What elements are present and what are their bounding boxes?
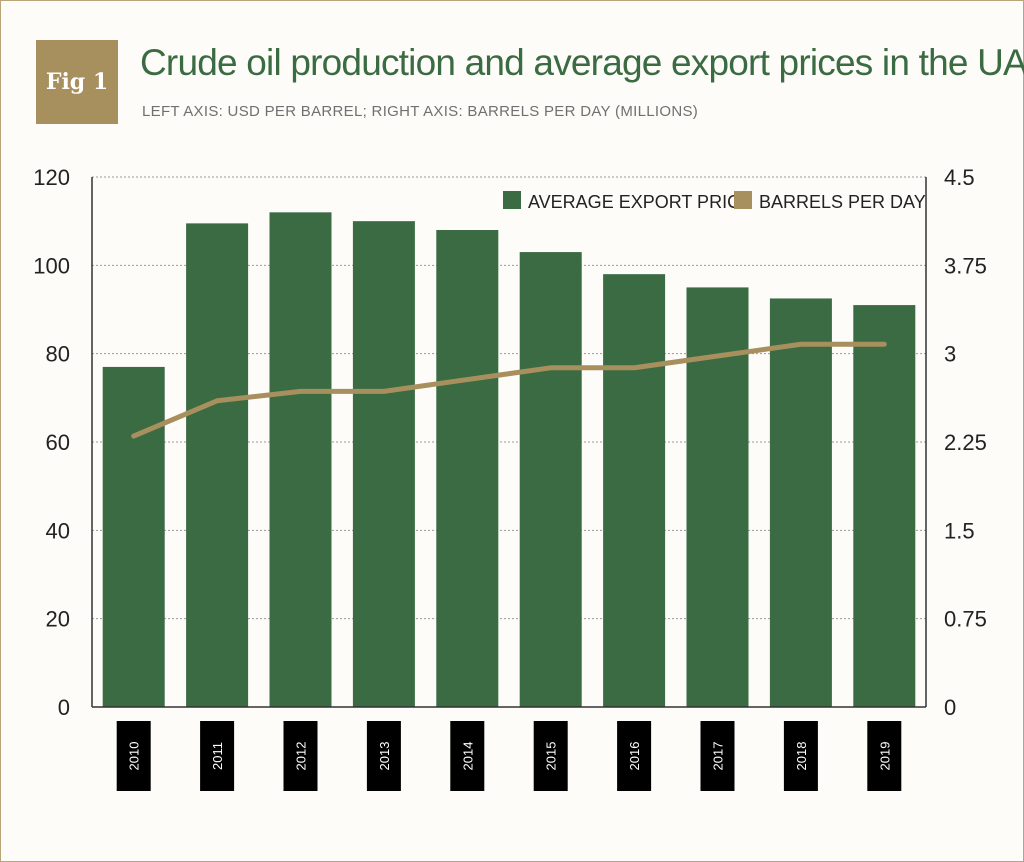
left-tick-label: 100: [33, 253, 70, 278]
year-label: 2014: [460, 742, 475, 771]
legend-swatch-price: [503, 191, 521, 209]
bar-series: [102, 212, 916, 708]
year-label-box: [200, 721, 235, 791]
chart-title: Crude oil production and average export …: [140, 42, 1024, 83]
legend-swatch-barrels: [734, 191, 752, 209]
right-tick-label: 3.75: [944, 253, 987, 278]
bar-2013: [352, 221, 415, 707]
year-label-box: [783, 721, 818, 791]
year-label-box: [450, 721, 485, 791]
bar-2018: [769, 298, 832, 707]
right-tick-label: 3: [944, 342, 956, 367]
axes: 0 20 40 60 80 100 120 0 0.75 1.5 2.25 3 3.75 4.5: [33, 165, 987, 720]
figure-badge: Fig 1: [36, 40, 118, 124]
year-label-box: [867, 721, 902, 791]
left-tick-label: 80: [46, 342, 70, 367]
year-label: 2012: [294, 742, 309, 771]
bar-2016: [603, 274, 666, 707]
year-label: 2011: [210, 742, 225, 770]
right-tick-label: 4.5: [944, 165, 975, 190]
left-tick-label: 0: [58, 695, 70, 720]
year-label: 2016: [627, 742, 642, 771]
right-tick-label: 0: [944, 695, 956, 720]
chart-subtitle: LEFT AXIS: USD PER BARREL; RIGHT AXIS: B…: [142, 103, 699, 120]
year-label: 2013: [377, 742, 392, 771]
right-tick-label: 1.5: [944, 518, 975, 543]
right-tick-label: 2.25: [944, 430, 987, 455]
legend-label-price: AVERAGE EXPORT PRICE: [528, 192, 752, 212]
year-label-box: [366, 721, 401, 791]
bar-2010: [102, 366, 165, 707]
legend: AVERAGE EXPORT PRICE BARRELS PER DAY: [503, 191, 926, 212]
bar-2012: [269, 212, 332, 708]
left-tick-label: 20: [46, 607, 70, 632]
bar-2011: [186, 223, 249, 707]
bar-2019: [853, 305, 916, 707]
year-label-box: [533, 721, 568, 791]
legend-label-barrels: BARRELS PER DAY: [759, 192, 926, 212]
year-label: 2015: [544, 742, 559, 771]
line-series: [131, 341, 887, 439]
line-barrels-per-day: [131, 341, 887, 439]
year-label-box: [700, 721, 735, 791]
left-tick-label: 40: [46, 518, 70, 543]
bar-2015: [519, 252, 582, 708]
year-label-box: [116, 721, 151, 791]
year-label: 2010: [127, 742, 142, 771]
bar-2017: [686, 287, 749, 707]
left-tick-label: 120: [33, 165, 70, 190]
gridlines: [92, 176, 926, 620]
x-axis-labels: 2010 2011 2012 2013 2014 2015 2016 2017 2018 2019: [116, 721, 902, 791]
year-label: 2019: [877, 742, 892, 771]
right-tick-label: 0.75: [944, 607, 987, 632]
year-label: 2018: [794, 742, 809, 771]
bar-2014: [436, 230, 499, 707]
year-label: 2017: [711, 742, 726, 771]
left-tick-label: 60: [46, 430, 70, 455]
year-label-box: [617, 721, 652, 791]
year-label-box: [283, 721, 318, 791]
